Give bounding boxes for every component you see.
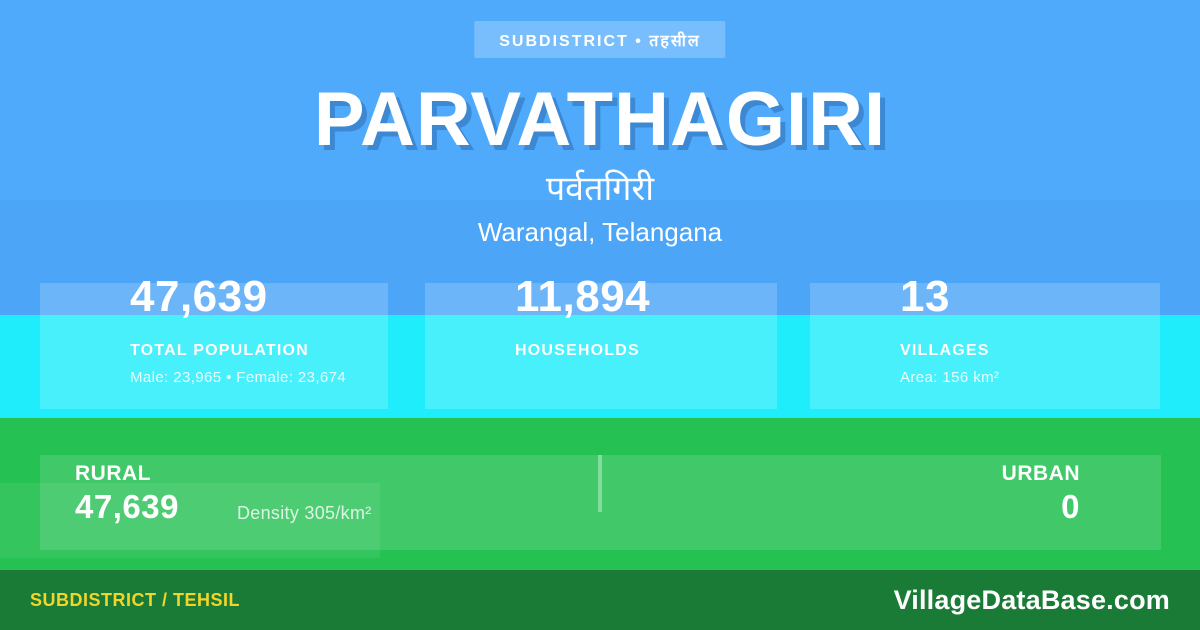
green-band — [0, 418, 1200, 570]
stat-label: TOTAL POPULATION — [130, 342, 309, 359]
rural-block: RURAL 47,639 — [75, 461, 179, 525]
site-name-link[interactable]: VillageDataBase.com — [893, 584, 1170, 615]
footer-bar — [0, 570, 1200, 630]
rural-urban-divider — [598, 455, 602, 512]
stat-card-households: 11,894 HOUSEHOLDS — [425, 275, 777, 409]
urban-value: 0 — [1061, 488, 1080, 525]
stat-detail: Male: 23,965 • Female: 23,674 — [130, 369, 347, 386]
place-location: Warangal, Telangana — [477, 217, 723, 247]
rural-urban-panel: RURAL 47,639 Density 305/km² URBAN 0 — [40, 455, 1161, 550]
urban-block: URBAN 0 — [1002, 461, 1080, 525]
stat-card-population: 47,639 TOTAL POPULATION Male: 23,965 • F… — [40, 275, 388, 409]
stat-value: 13 — [900, 272, 950, 321]
rural-value: 47,639 — [75, 488, 179, 525]
stat-value: 11,894 — [515, 272, 651, 321]
stat-value: 47,639 — [130, 272, 268, 321]
density-text: Density 305/km² — [237, 503, 372, 523]
cyan-band — [0, 315, 1200, 418]
type-badge: SUBDISTRICT • तहसील — [474, 21, 726, 58]
place-title: PARVATHAGIRI — [313, 77, 887, 162]
type-badge-label: SUBDISTRICT • तहसील — [499, 32, 701, 50]
stat-detail: Area: 156 km² — [900, 369, 1000, 386]
stat-card-villages: 13 VILLAGES Area: 156 km² — [810, 275, 1160, 409]
place-title-native: पर्वतगिरी — [545, 170, 655, 208]
urban-label: URBAN — [1001, 462, 1080, 485]
rural-label: RURAL — [75, 462, 151, 485]
bottom-left-deco — [0, 483, 380, 558]
stat-label: HOUSEHOLDS — [515, 342, 640, 359]
footer-type-label: SUBDISTRICT / TEHSIL — [30, 589, 241, 610]
stat-label: VILLAGES — [900, 342, 990, 359]
